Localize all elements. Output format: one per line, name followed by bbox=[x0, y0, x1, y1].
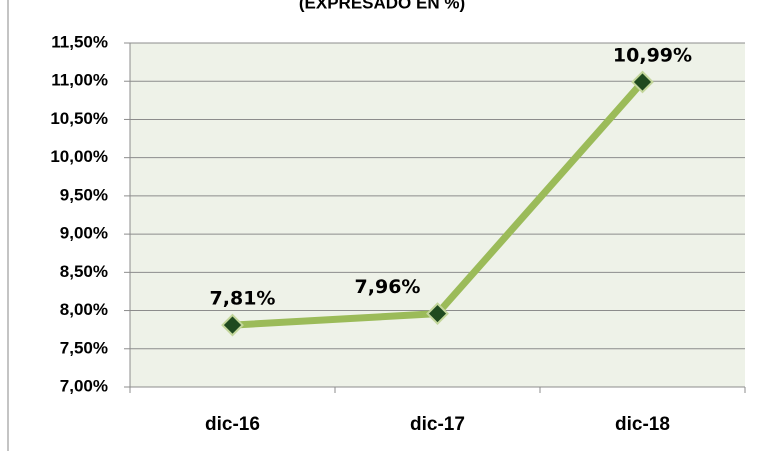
y-tick-label: 8,00% bbox=[60, 300, 108, 319]
plot-area bbox=[130, 43, 745, 387]
data-point bbox=[221, 313, 244, 337]
y-tick-label: 9,00% bbox=[60, 224, 108, 243]
x-tick-label: dic-17 bbox=[410, 414, 465, 435]
y-tick-label: 11,00% bbox=[51, 71, 108, 90]
y-tick-label: 7,00% bbox=[60, 376, 108, 395]
chart-title: (EXPRESADO EN %) bbox=[299, 0, 465, 12]
x-tick-label: dic-16 bbox=[205, 414, 260, 435]
y-tick-label: 10,00% bbox=[50, 147, 108, 166]
x-tick-label: dic-18 bbox=[615, 414, 670, 435]
data-point bbox=[631, 70, 654, 94]
y-tick-label: 11,50% bbox=[51, 32, 108, 51]
data-point bbox=[426, 302, 449, 326]
data-label: 10,99% bbox=[613, 44, 692, 66]
data-label: 7,96% bbox=[355, 276, 421, 298]
y-tick-label: 7,50% bbox=[60, 338, 108, 357]
y-tick-label: 9,50% bbox=[60, 185, 108, 204]
y-tick-label: 10,50% bbox=[50, 109, 108, 128]
y-tick-label: 8,50% bbox=[60, 262, 108, 281]
data-label: 7,81% bbox=[210, 288, 276, 310]
